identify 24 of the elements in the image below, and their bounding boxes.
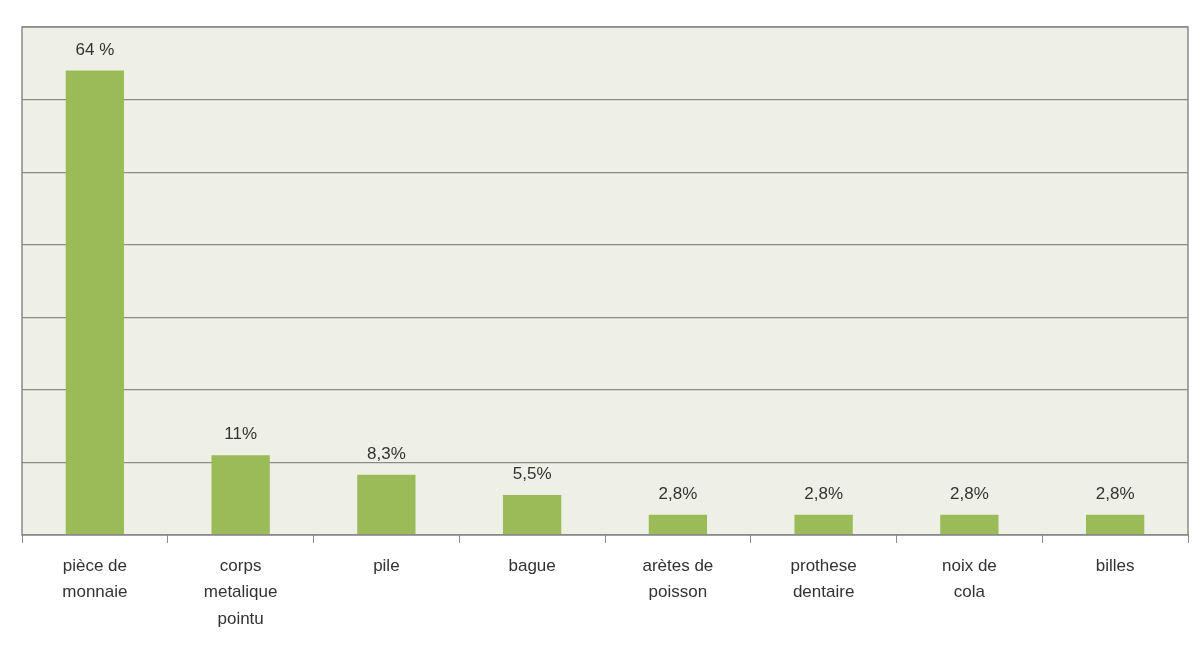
data-label: 8,3%	[367, 443, 406, 463]
data-label: 2,8%	[1095, 483, 1135, 503]
x-tick-label: pièce de monnaie	[62, 555, 128, 602]
x-tick-label: corps metalique pointu	[203, 555, 278, 628]
x-tick-label: bague	[508, 555, 556, 575]
bar	[794, 514, 853, 535]
x-tick-label: pile	[373, 555, 400, 575]
data-label: 2,8%	[804, 483, 843, 503]
data-label: 2,8%	[658, 483, 698, 503]
data-label: 5,5%	[512, 464, 552, 484]
bar	[1085, 514, 1145, 535]
x-tick-label: arètes de poisson	[642, 555, 714, 602]
x-tick-label: billes	[1095, 555, 1135, 575]
bar	[357, 474, 416, 535]
bar	[648, 514, 708, 535]
bar	[940, 514, 999, 535]
bar	[502, 495, 562, 535]
data-label: 11%	[224, 424, 258, 444]
bar	[65, 70, 125, 535]
data-label: 2,8%	[950, 483, 989, 503]
bar	[211, 455, 270, 535]
x-tick-label: noix de cola	[941, 555, 997, 602]
data-label: 64 %	[75, 39, 115, 59]
x-tick-label: prothese dentaire	[790, 555, 857, 602]
